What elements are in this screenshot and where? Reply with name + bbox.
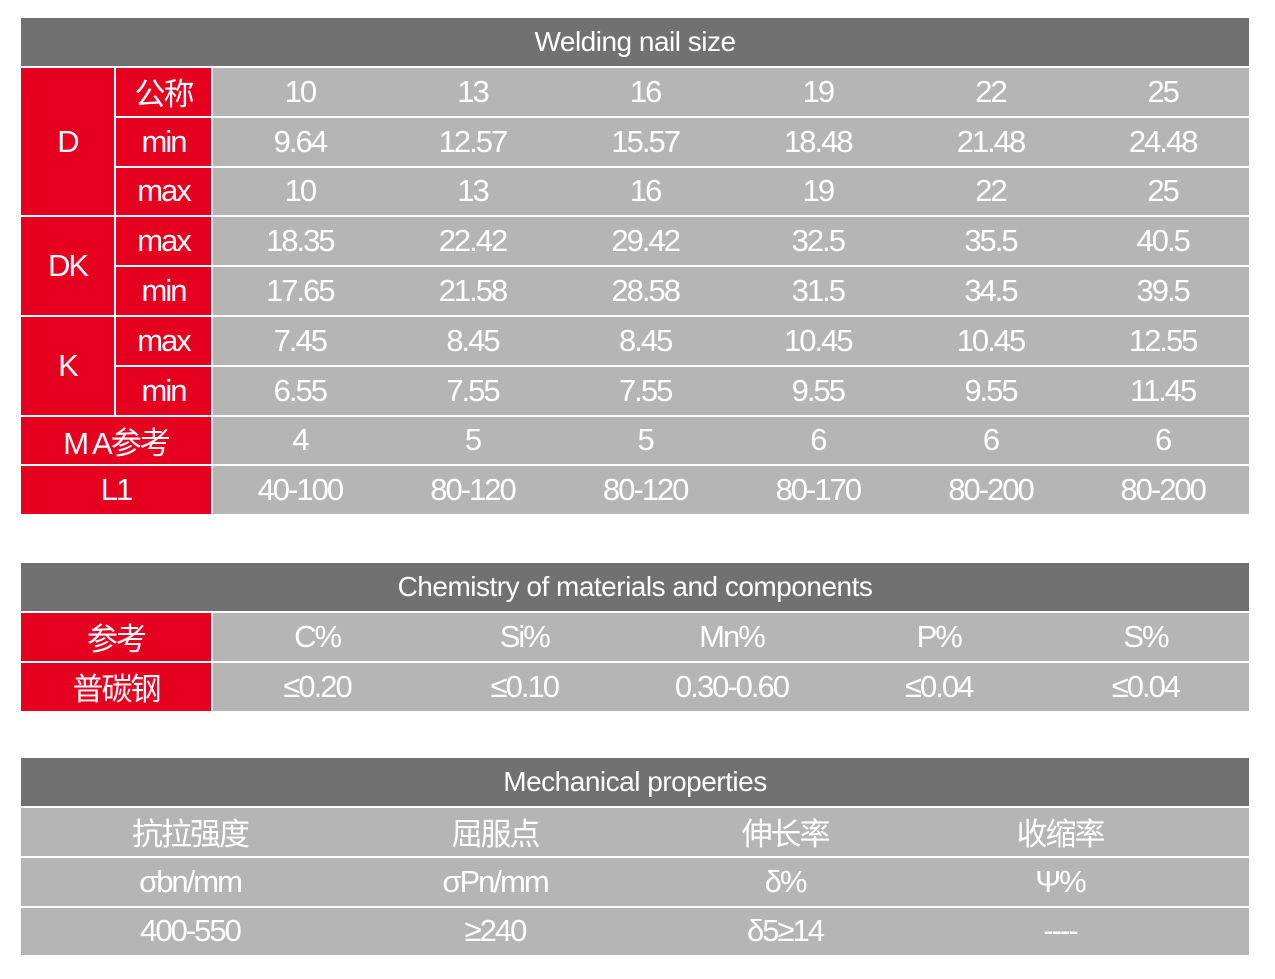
- table-cell: 21.48: [903, 117, 1078, 166]
- table-cell: ≤0.20: [213, 662, 422, 711]
- table-cell: 5: [558, 416, 732, 465]
- table-cell: 25: [1076, 68, 1249, 116]
- table-cell: Si%: [420, 613, 629, 661]
- table-cell: 6.55: [213, 366, 387, 415]
- table-cell: 5: [385, 416, 560, 465]
- table-cell: S%: [1041, 613, 1249, 661]
- table-cell: Mn%: [627, 613, 836, 661]
- table-cell: ≤0.04: [834, 662, 1043, 711]
- table-cell: 40-100: [213, 466, 387, 515]
- table-cell: 21.58: [385, 267, 560, 315]
- table-cell: 19: [731, 68, 905, 116]
- table-cell: 80-200: [1076, 466, 1249, 515]
- row-label: min: [116, 117, 211, 166]
- table-cell: 9.55: [903, 366, 1078, 415]
- row-label: min: [116, 267, 211, 315]
- table-cell: 24.48: [1076, 117, 1249, 166]
- row-label: M A参考: [21, 416, 211, 465]
- table-cell: 屈服点: [451, 817, 541, 853]
- table-cell: 9.64: [213, 117, 387, 166]
- table-cell: 18.48: [731, 117, 905, 166]
- table-cell: 17.65: [213, 267, 387, 315]
- table-cell: 16: [558, 68, 732, 116]
- table-cell: 12.55: [1076, 317, 1249, 365]
- row-label: max: [116, 167, 211, 216]
- table-cell: 7.55: [558, 366, 732, 415]
- table-cell: 7.55: [385, 366, 560, 415]
- table-title-chemistry: Chemistry of materials and components: [21, 563, 1249, 611]
- table-cell: 19: [731, 167, 905, 216]
- table-cell: ≥240: [464, 913, 528, 949]
- table-cell: 31.5: [731, 267, 905, 315]
- table-cell: 35.5: [903, 217, 1078, 266]
- table-cell: Ψ%: [1035, 863, 1086, 899]
- table-row: [21, 907, 1249, 956]
- table-cell: 80-200: [903, 466, 1078, 515]
- table-cell: 32.5: [731, 217, 905, 266]
- table-cell: 39.5: [1076, 267, 1249, 315]
- table-cell: 7.45: [213, 317, 387, 365]
- table-cell: δ%: [764, 863, 808, 899]
- row-label: max: [116, 317, 211, 365]
- table-cell: 40.5: [1076, 217, 1249, 266]
- table-cell: δ5≥14: [747, 913, 825, 949]
- table-cell: 伸长率: [741, 817, 831, 853]
- table-cell: 15.57: [558, 117, 732, 166]
- table-cell: 34.5: [903, 267, 1078, 315]
- table-cell: 8.45: [558, 317, 732, 365]
- row-label: L1: [21, 466, 211, 515]
- table-cell: P%: [834, 613, 1043, 661]
- table-cell: 10.45: [731, 317, 905, 365]
- table-cell: 80-120: [385, 466, 560, 515]
- table-cell: σPn/mm: [442, 863, 549, 899]
- table-cell: 10: [213, 68, 387, 116]
- table-cell: ≤0.10: [420, 662, 629, 711]
- row-label: max: [116, 217, 211, 266]
- group-label: DK: [21, 217, 114, 315]
- table-cell: 收缩率: [1016, 817, 1106, 853]
- table-cell: 6: [731, 416, 905, 465]
- table-cell: 80-170: [731, 466, 905, 515]
- table-cell: 9.55: [731, 366, 905, 415]
- table-row: [21, 857, 1249, 906]
- table-cell: 16: [558, 167, 732, 216]
- table-title-welding-nail-size: Welding nail size: [21, 18, 1249, 66]
- table-cell: 8.45: [385, 317, 560, 365]
- table-cell: 10: [213, 167, 387, 216]
- row-label: 参考: [21, 613, 211, 661]
- table-cell: 10.45: [903, 317, 1078, 365]
- table-cell: 28.58: [558, 267, 732, 315]
- row-label: 公称: [116, 68, 211, 116]
- table-cell: 22: [903, 167, 1078, 216]
- table-cell: 抗拉强度: [132, 817, 250, 853]
- table-cell: C%: [213, 613, 422, 661]
- group-label: D: [21, 68, 114, 216]
- table-row: [21, 808, 1249, 856]
- table-cell: 6: [903, 416, 1078, 465]
- table-cell: 18.35: [213, 217, 387, 266]
- table-cell: 4: [213, 416, 387, 465]
- row-label: 普碳钢: [21, 662, 211, 711]
- table-cell: 0.30-0.60: [627, 662, 836, 711]
- table-title-mechanical: Mechanical properties: [21, 758, 1249, 806]
- table-cell: σbn/mm: [139, 863, 243, 899]
- table-cell: 25: [1076, 167, 1249, 216]
- table-cell: ----: [1043, 913, 1078, 949]
- group-label: K: [21, 317, 114, 415]
- table-cell: 80-120: [558, 466, 732, 515]
- table-cell: 22.42: [385, 217, 560, 266]
- table-cell: 13: [385, 167, 560, 216]
- row-label: min: [116, 366, 211, 415]
- table-cell: 6: [1076, 416, 1249, 465]
- table-cell: 13: [385, 68, 560, 116]
- table-cell: ≤0.04: [1041, 662, 1249, 711]
- table-cell: 11.45: [1076, 366, 1249, 415]
- table-cell: 22: [903, 68, 1078, 116]
- table-cell: 12.57: [385, 117, 560, 166]
- table-cell: 29.42: [558, 217, 732, 266]
- table-cell: 400-550: [140, 913, 242, 949]
